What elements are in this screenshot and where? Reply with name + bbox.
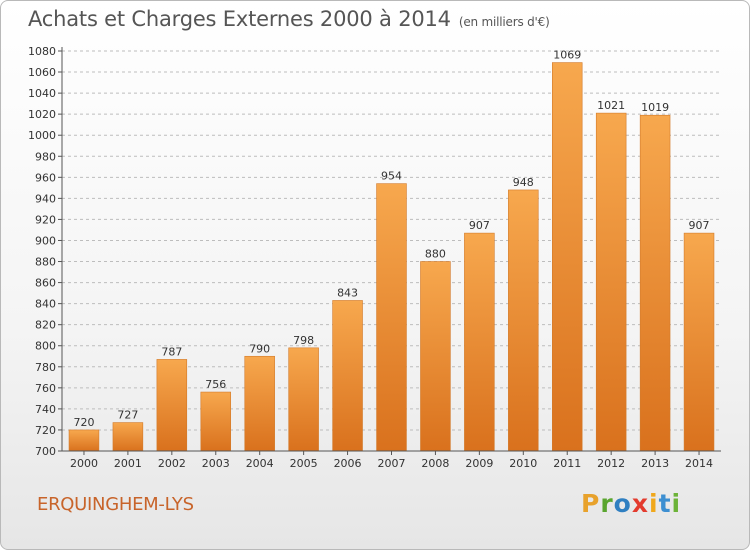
y-tick-label: 720: [35, 424, 56, 437]
y-tick-label: 920: [35, 213, 56, 226]
logo-letter: t: [658, 489, 672, 518]
data-label: 1069: [553, 49, 581, 62]
logo-letter: o: [613, 489, 632, 518]
data-label: 756: [205, 378, 226, 391]
data-label: 1021: [597, 99, 625, 112]
data-label: 954: [381, 170, 402, 183]
x-tick-label: 2009: [465, 457, 493, 470]
bar: [244, 355, 275, 452]
bar: [683, 232, 715, 452]
y-tick-label: 860: [35, 277, 56, 290]
data-label: 790: [249, 342, 270, 355]
y-tick-label: 840: [35, 298, 56, 311]
bar: [112, 422, 144, 452]
y-tick-label: 1080: [28, 45, 56, 58]
data-label: 843: [337, 286, 358, 299]
x-tick-label: 2004: [246, 457, 274, 470]
logo-letter: r: [600, 489, 614, 518]
y-tick-label: 960: [35, 171, 56, 184]
y-tick-label: 740: [35, 403, 56, 416]
x-tick-label: 2001: [114, 457, 142, 470]
x-tick-label: 2010: [509, 457, 537, 470]
logo-letter: P: [581, 489, 601, 518]
y-tick-label: 1060: [28, 66, 56, 79]
x-tick-label: 2014: [685, 457, 713, 470]
y-tick-label: 1000: [28, 129, 56, 142]
bar: [332, 300, 363, 452]
x-tick-label: 2006: [334, 457, 362, 470]
bars: [68, 62, 715, 452]
y-tick-label: 780: [35, 361, 56, 374]
x-tick-label: 2007: [378, 457, 406, 470]
data-label: 907: [469, 219, 490, 232]
x-tick-label: 2012: [597, 457, 625, 470]
logo-letter: i: [649, 489, 659, 518]
chart-unit: (en milliers d'€): [458, 15, 550, 29]
x-tick-label: 2003: [202, 457, 230, 470]
y-tick-label: 760: [35, 382, 56, 395]
x-tick-label: 2013: [641, 457, 669, 470]
y-tick-label: 880: [35, 256, 56, 269]
logo-letter: i: [671, 489, 682, 518]
data-labels: 720 727 787 756 790 798 843 954 880 907 948 1069 102…: [73, 49, 709, 429]
x-tick-label: 2008: [421, 457, 449, 470]
bar: [376, 183, 407, 452]
x-tick-label: 2002: [158, 457, 186, 470]
proxiti-logo: Proxiti: [581, 489, 681, 518]
bar: [551, 62, 583, 452]
chart-title-text: Achats et Charges Externes 2000 à 2014: [28, 7, 451, 31]
data-label: 948: [513, 176, 534, 189]
bar: [288, 347, 319, 452]
bar: [595, 112, 627, 452]
y-tick-label: 1020: [28, 108, 56, 121]
bar: [420, 261, 451, 452]
data-label: 880: [425, 248, 446, 261]
y-tick-label: 1040: [28, 87, 56, 100]
bar: [508, 189, 539, 452]
y-tick-label: 700: [35, 445, 56, 458]
logo-letter: x: [631, 489, 649, 518]
bar: [464, 232, 495, 452]
bar: [156, 359, 188, 452]
chart-title: Achats et Charges Externes 2000 à 2014 (e…: [28, 7, 550, 31]
bar: [639, 114, 671, 452]
data-label: 727: [117, 409, 138, 422]
y-tick-label: 940: [35, 192, 56, 205]
y-tick-label: 800: [35, 340, 56, 353]
y-tick-label: 820: [35, 319, 56, 332]
data-label: 907: [689, 219, 710, 232]
data-label: 1019: [641, 101, 669, 114]
bar: [200, 391, 232, 452]
axes: 700 720 740 760 780 800 820 840 860 880 900 920 940 9…: [28, 45, 721, 470]
data-label: 720: [73, 416, 94, 429]
y-tick-label: 900: [35, 234, 56, 247]
data-label: 787: [161, 345, 182, 358]
x-tick-label: 2011: [553, 457, 581, 470]
data-label: 798: [293, 334, 314, 347]
city-name: ERQUINGHEM-LYS: [37, 494, 194, 515]
x-tick-label: 2000: [70, 457, 98, 470]
y-tick-label: 980: [35, 150, 56, 163]
bar: [68, 429, 100, 452]
x-tick-label: 2005: [290, 457, 318, 470]
